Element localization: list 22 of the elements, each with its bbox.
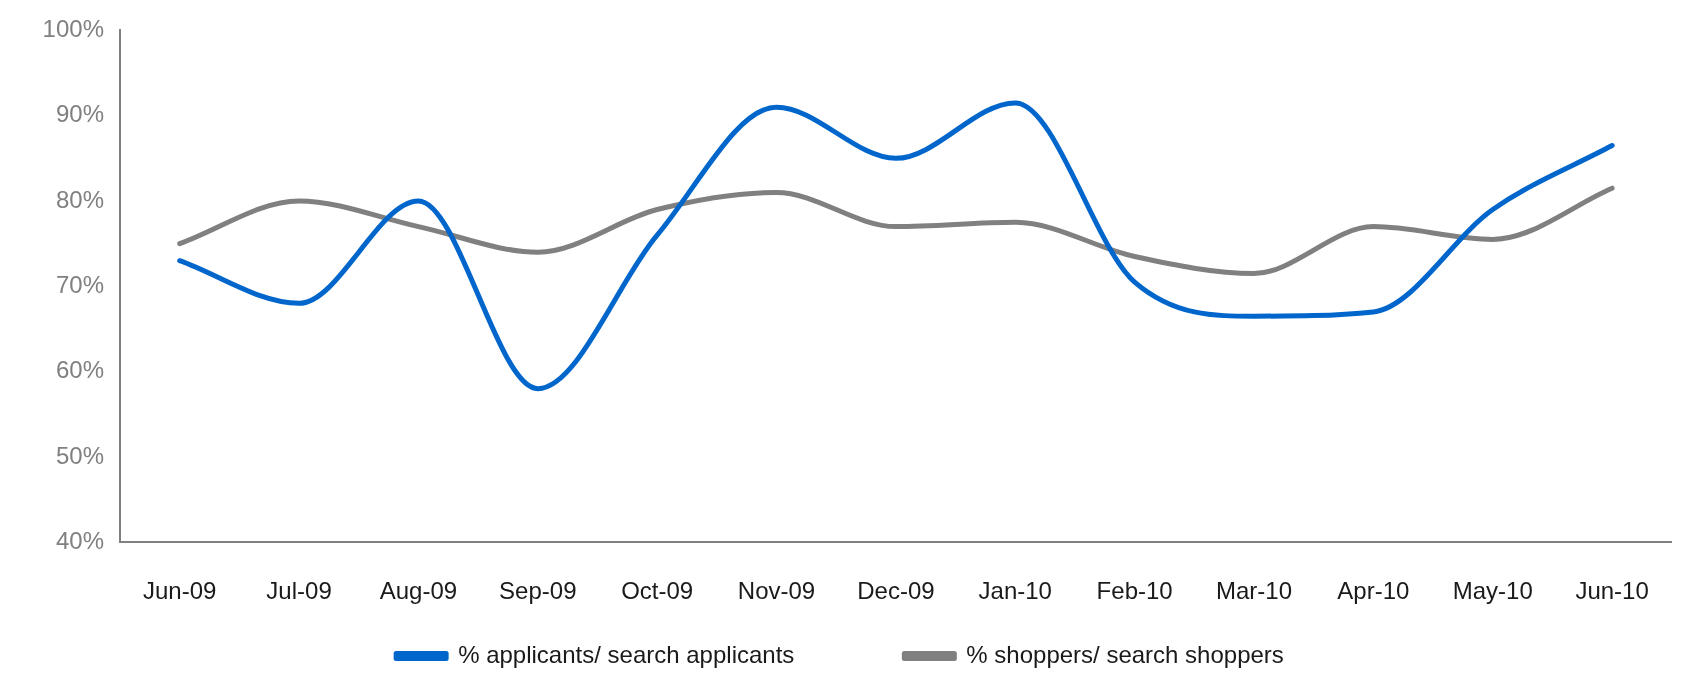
x-tick-label: Aug-09	[379, 577, 458, 605]
x-tick-label: Jun-10	[1575, 577, 1649, 605]
legend-label: % shoppers/ search shoppers	[966, 640, 1284, 668]
legend-label: % applicants/ search applicants	[458, 640, 795, 668]
x-tick-label: Jul-09	[266, 577, 332, 605]
y-tick-label: 90%	[55, 100, 104, 128]
x-tick-label: Feb-10	[1096, 577, 1173, 605]
x-tick-label: Apr-10	[1337, 577, 1410, 605]
y-tick-label: 50%	[55, 441, 104, 469]
x-tick-label: Oct-09	[621, 577, 694, 605]
y-tick-label: 60%	[55, 356, 104, 384]
x-tick-label: Nov-09	[737, 577, 816, 605]
y-tick-label: 100%	[42, 15, 104, 43]
x-tick-label: Sep-09	[499, 577, 577, 605]
x-tick-label: Jan-10	[978, 577, 1052, 605]
x-tick-label: May-10	[1452, 577, 1533, 605]
y-tick-label: 40%	[55, 526, 104, 554]
y-tick-label: 80%	[55, 185, 104, 213]
x-tick-label: Mar-10	[1215, 577, 1293, 605]
x-tick-label: Dec-09	[857, 577, 935, 605]
y-tick-label: 70%	[55, 270, 104, 298]
x-tick-label: Jun-09	[142, 577, 217, 605]
